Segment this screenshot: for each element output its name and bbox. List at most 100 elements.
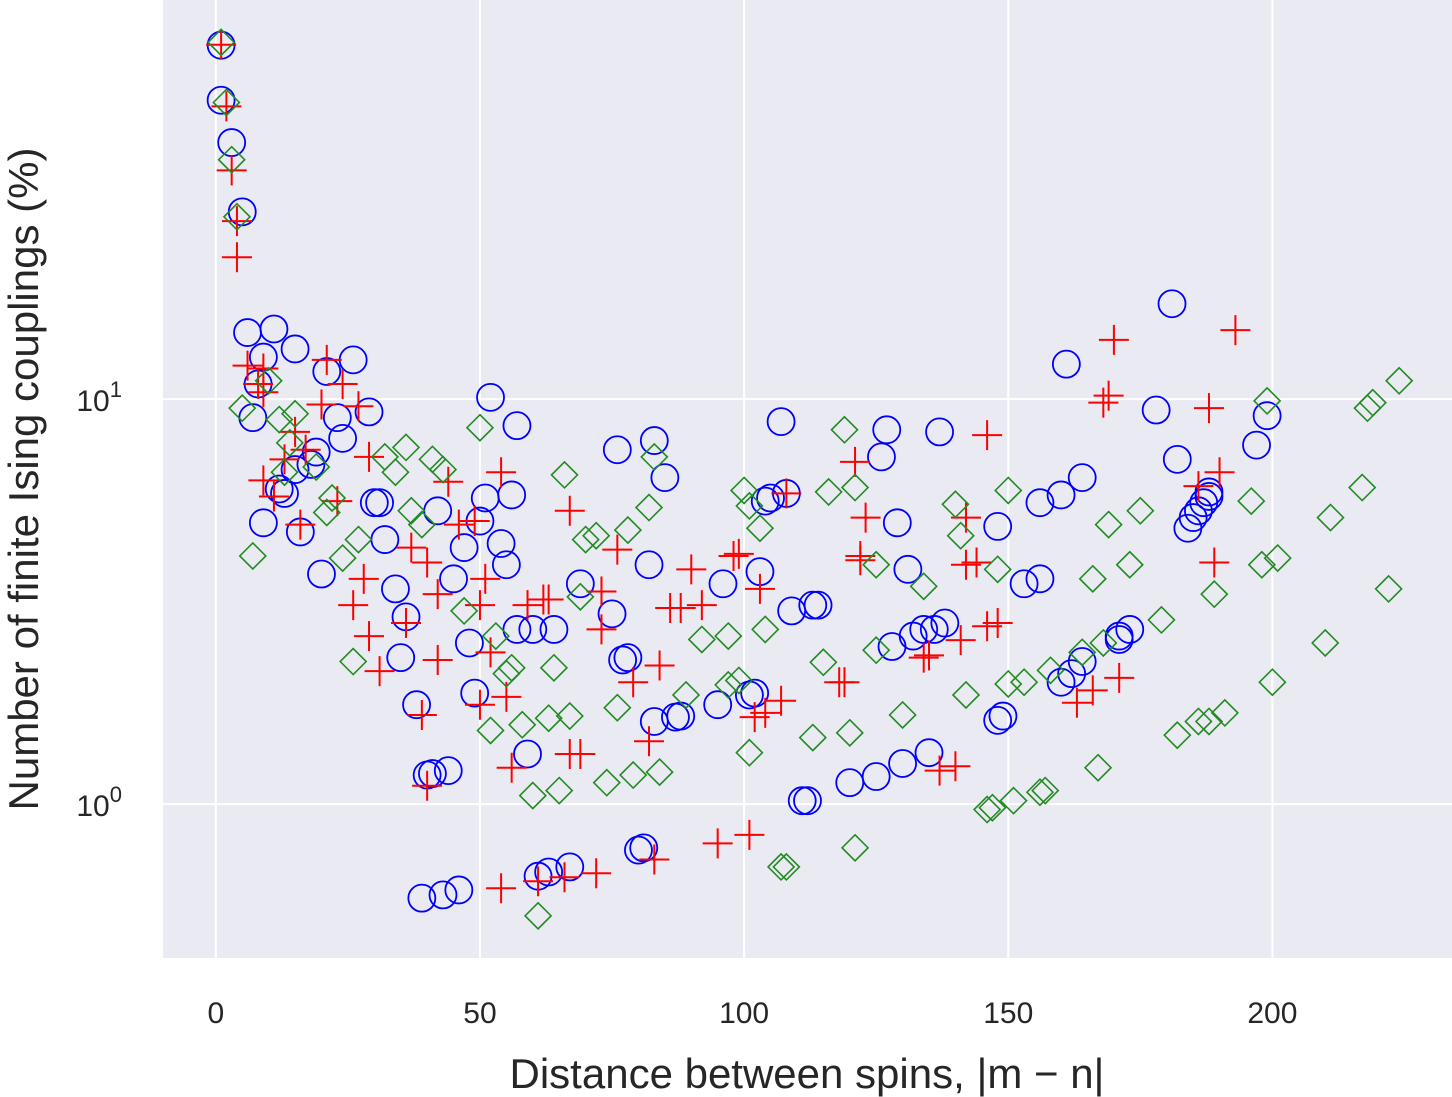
- cross-point: [422, 579, 453, 610]
- cross-point: [982, 608, 1013, 639]
- y-tick-labels: 100 101: [76, 377, 122, 823]
- cross-point: [412, 770, 443, 801]
- diamond-point: [1078, 564, 1107, 593]
- circle-point: [1057, 659, 1087, 689]
- circle-point: [1046, 480, 1076, 510]
- circle-point: [1162, 444, 1192, 474]
- diamond-point: [1083, 753, 1113, 782]
- diamond-point: [428, 455, 458, 484]
- circle-point: [882, 508, 912, 538]
- circle-point: [898, 621, 928, 651]
- circle-point: [930, 608, 960, 638]
- cross-point: [338, 590, 369, 621]
- diamond-point: [592, 768, 621, 797]
- diamond-point: [228, 394, 257, 423]
- cross-point: [586, 614, 617, 645]
- circle-point: [381, 574, 410, 604]
- diamond-point: [994, 669, 1023, 699]
- diamond-point: [391, 433, 421, 462]
- diamond-point: [407, 510, 436, 539]
- cross-point: [723, 538, 754, 569]
- diamond-point: [999, 786, 1028, 815]
- circle-point: [1067, 463, 1097, 493]
- cross-point: [464, 689, 495, 720]
- diamond-point: [1089, 628, 1118, 658]
- diamond-point: [978, 793, 1007, 822]
- cross-point: [634, 726, 665, 757]
- diamond-point: [481, 621, 510, 651]
- cross-point: [459, 506, 490, 537]
- circle-point: [634, 550, 664, 580]
- circle-point: [534, 857, 564, 887]
- diamond-point: [582, 521, 611, 550]
- diamond-point: [840, 473, 870, 502]
- diamond-point: [476, 716, 505, 745]
- diamond-point: [1068, 638, 1097, 667]
- circle-point: [296, 449, 326, 479]
- circle-point: [602, 435, 632, 465]
- diamond-point: [518, 781, 547, 810]
- circle-point: [1067, 647, 1097, 676]
- diamond-point: [555, 701, 584, 731]
- cross-point: [406, 699, 437, 730]
- cross-point: [961, 547, 992, 578]
- y-tick-label: 101: [76, 377, 122, 418]
- diamond-point: [766, 852, 796, 882]
- circle-point: [1009, 569, 1039, 599]
- circle-point: [565, 569, 595, 599]
- diamond-point: [862, 550, 891, 579]
- circle-point: [1025, 488, 1055, 518]
- circle-point: [407, 883, 437, 913]
- circle-point: [793, 786, 822, 816]
- circle-point: [650, 463, 680, 493]
- circle-point: [983, 512, 1013, 541]
- cross-point: [486, 873, 517, 904]
- diamond-point: [381, 458, 410, 487]
- diamond-point: [545, 776, 574, 805]
- diamond-point: [465, 413, 495, 442]
- cross-point: [232, 350, 263, 381]
- cross-point: [364, 656, 395, 687]
- diamond-point: [344, 525, 373, 554]
- diamond-point: [1031, 776, 1060, 805]
- circle-point: [455, 628, 484, 658]
- circle-point: [734, 680, 764, 710]
- diamond-point: [830, 415, 859, 444]
- series-circles: [206, 30, 1282, 913]
- diamond-point: [217, 145, 246, 174]
- diamond-point: [814, 477, 843, 507]
- diamond-point: [1252, 386, 1282, 416]
- circle-point: [491, 550, 521, 580]
- diamond-point: [1348, 473, 1377, 502]
- cross-point: [581, 858, 612, 889]
- cross-point: [718, 540, 749, 571]
- circle-point: [639, 426, 669, 455]
- cross-point: [702, 828, 733, 859]
- circle-point: [1025, 564, 1055, 594]
- diamond-point: [1237, 486, 1266, 516]
- circle-point: [1051, 349, 1081, 379]
- diamond-point: [449, 596, 479, 626]
- circle-point: [354, 397, 384, 427]
- cross-point: [354, 441, 385, 472]
- cross-point: [845, 540, 876, 571]
- diamond-point: [714, 621, 743, 651]
- circle-point: [803, 590, 833, 620]
- diamond-point: [603, 693, 632, 722]
- cross-point: [475, 637, 506, 668]
- diamond-point: [302, 452, 331, 482]
- diamond-point: [946, 521, 975, 550]
- circle-point: [608, 645, 638, 675]
- circle-point: [988, 701, 1018, 731]
- diamond-point: [1147, 605, 1176, 635]
- diamond-point: [1126, 496, 1155, 525]
- diamond-point: [909, 572, 938, 601]
- diamond-point: [254, 366, 283, 395]
- cross-point: [248, 377, 279, 408]
- gridlines: [163, 0, 1452, 958]
- diamond-point: [724, 666, 753, 695]
- diamond-point: [751, 615, 780, 644]
- cross-point: [221, 206, 252, 237]
- cross-point: [496, 752, 527, 783]
